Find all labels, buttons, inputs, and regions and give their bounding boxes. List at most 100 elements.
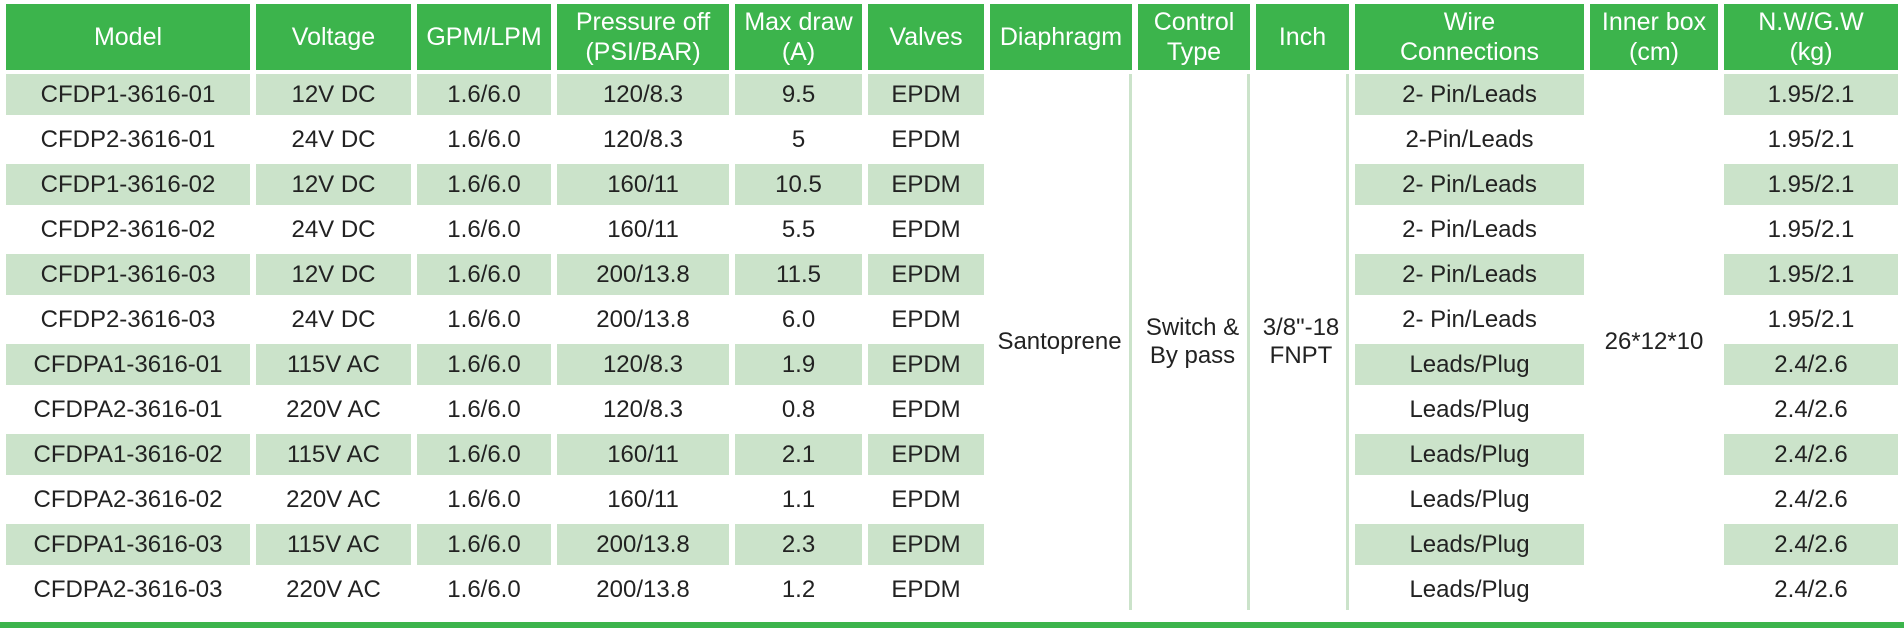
cell-nw-gw: 1.95/2.1 [1724, 74, 1898, 115]
cell-valves: EPDM [868, 344, 984, 385]
cell-gpm-lpm: 1.6/6.0 [417, 344, 551, 385]
cell-nw-gw: 1.95/2.1 [1767, 125, 1855, 153]
bottom-accent-bar [0, 622, 1904, 628]
cell-gpm-lpm: 1.6/6.0 [447, 215, 521, 243]
cell-valves: EPDM [891, 215, 961, 243]
cell-model: CFDPA1-3616-01 [6, 344, 250, 385]
cell-gpm-lpm: 1.6/6.0 [447, 305, 521, 333]
cell-pressure-off: 200/13.8 [557, 254, 729, 295]
cell-model: CFDP2-3616-02 [40, 215, 216, 243]
table-row: CFDPA1-3616-01 115V AC 1.6/6.0 120/8.3 1… [6, 344, 1898, 385]
cell-model: CFDPA1-3616-03 [6, 524, 250, 565]
cell-nw-gw: 1.95/2.1 [1724, 164, 1898, 205]
column-header-model: Model [6, 4, 250, 70]
cell-voltage: 12V DC [256, 164, 411, 205]
cell-wire-connections: 2- Pin/Leads [1355, 164, 1584, 205]
merged-cell-diaphragm: Santoprene [990, 74, 1132, 610]
cell-valves: EPDM [891, 305, 961, 333]
cell-voltage: 220V AC [286, 575, 381, 603]
cell-wire-connections: Leads/Plug [1409, 395, 1530, 423]
table-row: CFDP1-3616-02 12V DC 1.6/6.0 160/11 10.5… [6, 164, 1898, 205]
cell-gpm-lpm: 1.6/6.0 [447, 395, 521, 423]
column-header-wire-connections: Wire Connections [1355, 4, 1584, 70]
cell-gpm-lpm: 1.6/6.0 [417, 254, 551, 295]
cell-max-draw: 5.5 [781, 215, 816, 243]
cell-pressure-off: 120/8.3 [602, 395, 684, 423]
column-header-inch: Inch [1256, 4, 1349, 70]
cell-max-draw: 0.8 [781, 395, 816, 423]
cell-max-draw: 2.3 [735, 524, 862, 565]
cell-wire-connections: 2- Pin/Leads [1402, 215, 1537, 243]
cell-max-draw: 11.5 [735, 254, 862, 295]
cell-nw-gw: 2.4/2.6 [1774, 575, 1848, 603]
cell-model: CFDP2-3616-03 [40, 305, 216, 333]
column-header-nw-gw: N.W/G.W (kg) [1724, 4, 1898, 70]
column-header-gpm-lpm: GPM/LPM [417, 4, 551, 70]
cell-voltage: 115V AC [256, 524, 411, 565]
cell-wire-connections: Leads/Plug [1355, 524, 1584, 565]
table-row: CFDP2-3616-02 24V DC 1.6/6.0 160/11 5.5 … [6, 209, 1898, 250]
cell-nw-gw: 2.4/2.6 [1724, 434, 1898, 475]
table-row: CFDP2-3616-01 24V DC 1.6/6.0 120/8.3 5 E… [6, 119, 1898, 160]
cell-nw-gw: 2.4/2.6 [1774, 485, 1848, 513]
table-row: CFDP2-3616-03 24V DC 1.6/6.0 200/13.8 6.… [6, 299, 1898, 340]
column-header-pressure-off: Pressure off (PSI/BAR) [557, 4, 729, 70]
cell-pressure-off: 120/8.3 [557, 344, 729, 385]
cell-max-draw: 1.1 [781, 485, 816, 513]
cell-pressure-off: 160/11 [557, 164, 729, 205]
column-header-inner-box: Inner box (cm) [1590, 4, 1718, 70]
cell-gpm-lpm: 1.6/6.0 [447, 485, 521, 513]
cell-pressure-off: 160/11 [607, 215, 679, 243]
cell-voltage: 12V DC [256, 254, 411, 295]
cell-nw-gw: 1.95/2.1 [1724, 254, 1898, 295]
cell-nw-gw: 2.4/2.6 [1774, 395, 1848, 423]
cell-gpm-lpm: 1.6/6.0 [417, 524, 551, 565]
cell-valves: EPDM [891, 485, 961, 513]
table-row: CFDPA2-3616-01 220V AC 1.6/6.0 120/8.3 0… [6, 389, 1898, 430]
cell-voltage: 24V DC [291, 125, 376, 153]
cell-wire-connections: Leads/Plug [1409, 575, 1530, 603]
cell-wire-connections: Leads/Plug [1409, 485, 1530, 513]
cell-nw-gw: 2.4/2.6 [1724, 344, 1898, 385]
column-header-diaphragm: Diaphragm [990, 4, 1132, 70]
cell-wire-connections: 2- Pin/Leads [1355, 254, 1584, 295]
cell-model: CFDP1-3616-03 [6, 254, 250, 295]
table-row: CFDP1-3616-03 12V DC 1.6/6.0 200/13.8 11… [6, 254, 1898, 295]
cell-pressure-off: 120/8.3 [557, 74, 729, 115]
column-header-max-draw: Max draw (A) [735, 4, 862, 70]
cell-nw-gw: 1.95/2.1 [1767, 215, 1855, 243]
cell-voltage: 24V DC [291, 305, 376, 333]
merged-cell-control-type: Switch & By pass [1138, 74, 1250, 610]
cell-pressure-off: 200/13.8 [557, 524, 729, 565]
cell-model: CFDP1-3616-02 [6, 164, 250, 205]
cell-pressure-off: 120/8.3 [602, 125, 684, 153]
cell-pressure-off: 160/11 [607, 485, 679, 513]
cell-valves: EPDM [868, 434, 984, 475]
cell-voltage: 220V AC [286, 485, 381, 513]
column-header-control-type: Control Type [1138, 4, 1250, 70]
cell-gpm-lpm: 1.6/6.0 [417, 164, 551, 205]
cell-max-draw: 1.2 [781, 575, 816, 603]
table-row: CFDPA1-3616-03 115V AC 1.6/6.0 200/13.8 … [6, 524, 1898, 565]
cell-valves: EPDM [891, 575, 961, 603]
column-header-voltage: Voltage [256, 4, 411, 70]
cell-wire-connections: Leads/Plug [1355, 434, 1584, 475]
merged-cell-inch: 3/8"-18 FNPT [1256, 74, 1349, 610]
cell-valves: EPDM [868, 254, 984, 295]
cell-max-draw: 6.0 [781, 305, 816, 333]
cell-gpm-lpm: 1.6/6.0 [447, 125, 521, 153]
cell-max-draw: 9.5 [735, 74, 862, 115]
cell-model: CFDPA2-3616-02 [33, 485, 223, 513]
table-row: CFDPA2-3616-03 220V AC 1.6/6.0 200/13.8 … [6, 569, 1898, 610]
cell-voltage: 220V AC [286, 395, 381, 423]
pump-spec-table: Model Voltage GPM/LPM Pressure off (PSI/… [6, 4, 1898, 610]
cell-wire-connections: 2- Pin/Leads [1355, 74, 1584, 115]
cell-max-draw: 1.9 [735, 344, 862, 385]
table-row: CFDPA2-3616-02 220V AC 1.6/6.0 160/11 1.… [6, 479, 1898, 520]
cell-model: CFDP1-3616-01 [6, 74, 250, 115]
cell-valves: EPDM [868, 74, 984, 115]
cell-voltage: 115V AC [256, 434, 411, 475]
cell-model: CFDPA1-3616-02 [6, 434, 250, 475]
cell-wire-connections: 2- Pin/Leads [1402, 305, 1537, 333]
